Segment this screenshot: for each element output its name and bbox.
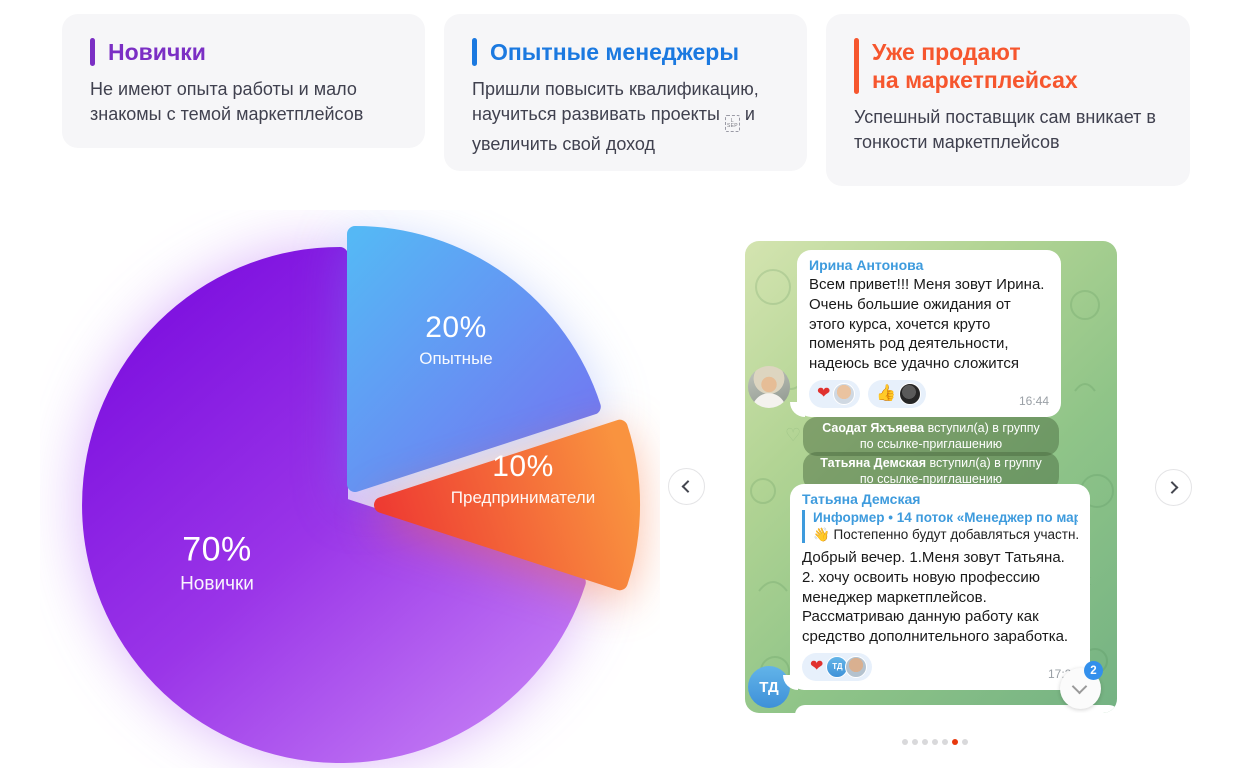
service-message-joined: Саодат Яхъяева вступил(а) в группу по сс… [803,417,1059,457]
card-description: Не имеют опыта работы и мало знакомы с т… [90,79,364,124]
heart-icon: ❤ [817,384,831,402]
reply-quote: Информер • 14 поток «Менеджер по мар... … [802,510,1078,543]
card-title-row: Уже продают на маркетплейсах [854,38,1162,95]
card-title: Уже продают на маркетплейсах [872,38,1078,94]
card-description-part1: Пришли повысить квалификацию, научиться … [472,79,759,124]
carousel-dot[interactable] [912,739,918,745]
card-title-line1: Уже продают [872,39,1021,65]
card-description: Успешный поставщик сам вникает в тонкост… [854,107,1156,152]
carousel-next-button[interactable] [1155,469,1192,506]
card-title-row: Новички [90,38,397,67]
chevron-down-icon [1071,678,1088,695]
pie-percent: 10% [492,450,554,483]
service-action-text: вступил(а) в группу по ссылке-приглашени… [859,421,1040,451]
carousel-dot[interactable] [902,739,908,745]
service-user-name: Татьяна Демская [820,456,927,470]
reaction-heart: ❤ ТД [802,652,873,681]
audience-pie-chart [40,210,660,768]
heart-icon: ❤ [810,657,824,675]
svg-text:♡: ♡ [785,425,801,445]
service-action-text: вступил(а) в группу по ссылке-приглашени… [859,456,1042,486]
accent-bar [90,38,95,67]
pie-category: Опытные [419,349,493,368]
message-sender-name: Ирина Антонова [809,257,924,273]
carousel-dot[interactable] [922,739,928,745]
pie-percent: 70% [182,530,252,569]
pie-category: Предприниматели [450,488,596,507]
message-text: Всем привет!!! Меня зовут Ирина. Очень б… [809,276,1045,373]
pie-slice-experienced [347,226,601,492]
carousel-dot[interactable] [942,739,948,745]
chevron-right-icon [1165,481,1179,494]
reactions-row: ❤ ТД [802,652,1078,681]
chevron-left-icon [681,480,695,493]
reactor-avatar [833,382,856,405]
pie-chart-svg [82,226,641,763]
accent-bar [472,38,477,67]
pie-label-experienced: 20% Опытные [419,311,493,369]
unread-count-badge: 2 [1084,661,1103,680]
avatar-tatyana-initials: ТД [748,666,790,708]
pie-slice-beginners [82,247,586,763]
pie-label-beginners: 70% Новички [180,531,254,596]
missing-glyph-lsep: L SEP [724,115,740,133]
reply-quote-preview: 👋 Постепенно будут добавляться участн... [813,527,1078,542]
next-message-partial [795,705,1117,713]
scroll-to-bottom-button[interactable]: 2 [1060,661,1103,709]
pie-percent: 20% [425,311,487,344]
card-description: Пришли повысить квалификацию, научиться … [472,77,779,157]
card-title-line2: на маркетплейсах [872,67,1078,94]
reactions-row: ❤ 👍 [809,379,1049,408]
card-title-row: Опытные менеджеры [472,38,779,67]
reaction-heart: ❤ [809,379,861,408]
message-bubble-tatyana: Татьяна Демская Информер • 14 поток «Мен… [783,484,1090,690]
telegram-chat-screenshot: ✶ ♡ ✶ Ирина Антонова Всем привет!!! Меня… [745,241,1117,713]
message-time: 16:44 [1018,393,1049,408]
reply-quote-title: Информер • 14 поток «Менеджер по мар... [813,510,1078,525]
service-user-name: Саодат Яхъяева [822,421,925,435]
audience-card-sellers: Уже продают на маркетплейсах Успешный по… [826,14,1190,186]
thumbs-up-icon: 👍 [876,384,897,402]
card-title: Опытные менеджеры [490,39,739,65]
message-sender-name: Татьяна Демская [802,491,921,507]
audience-card-beginners: Новички Не имеют опыта работы и мало зна… [62,14,425,148]
pie-label-entrepreneurs: 10% Предприниматели [451,450,595,508]
carousel-dot[interactable] [962,739,968,745]
reaction-thumbsup: 👍 [868,379,927,408]
card-description-part2: и увеличить свой доход [472,103,755,155]
carousel-dot-active[interactable] [952,739,958,745]
message-bubble-irina: Ирина Антонова Всем привет!!! Меня зовут… [790,250,1061,417]
pie-slice-entrepreneurs [374,419,641,591]
reactor-avatar [845,655,868,678]
reactor-avatar [899,382,922,405]
carousel-dot[interactable] [932,739,938,745]
carousel-prev-button[interactable] [668,468,705,505]
avatar-irina [748,366,790,408]
carousel-dots [902,739,968,745]
card-title: Новички [108,39,206,65]
accent-bar [854,38,859,95]
audience-card-managers: Опытные менеджеры Пришли повысить квалиф… [444,14,807,171]
pie-category: Новички [180,573,254,595]
message-text: Добрый вечер. 1.Меня зовут Татьяна. 2. х… [802,549,1069,646]
